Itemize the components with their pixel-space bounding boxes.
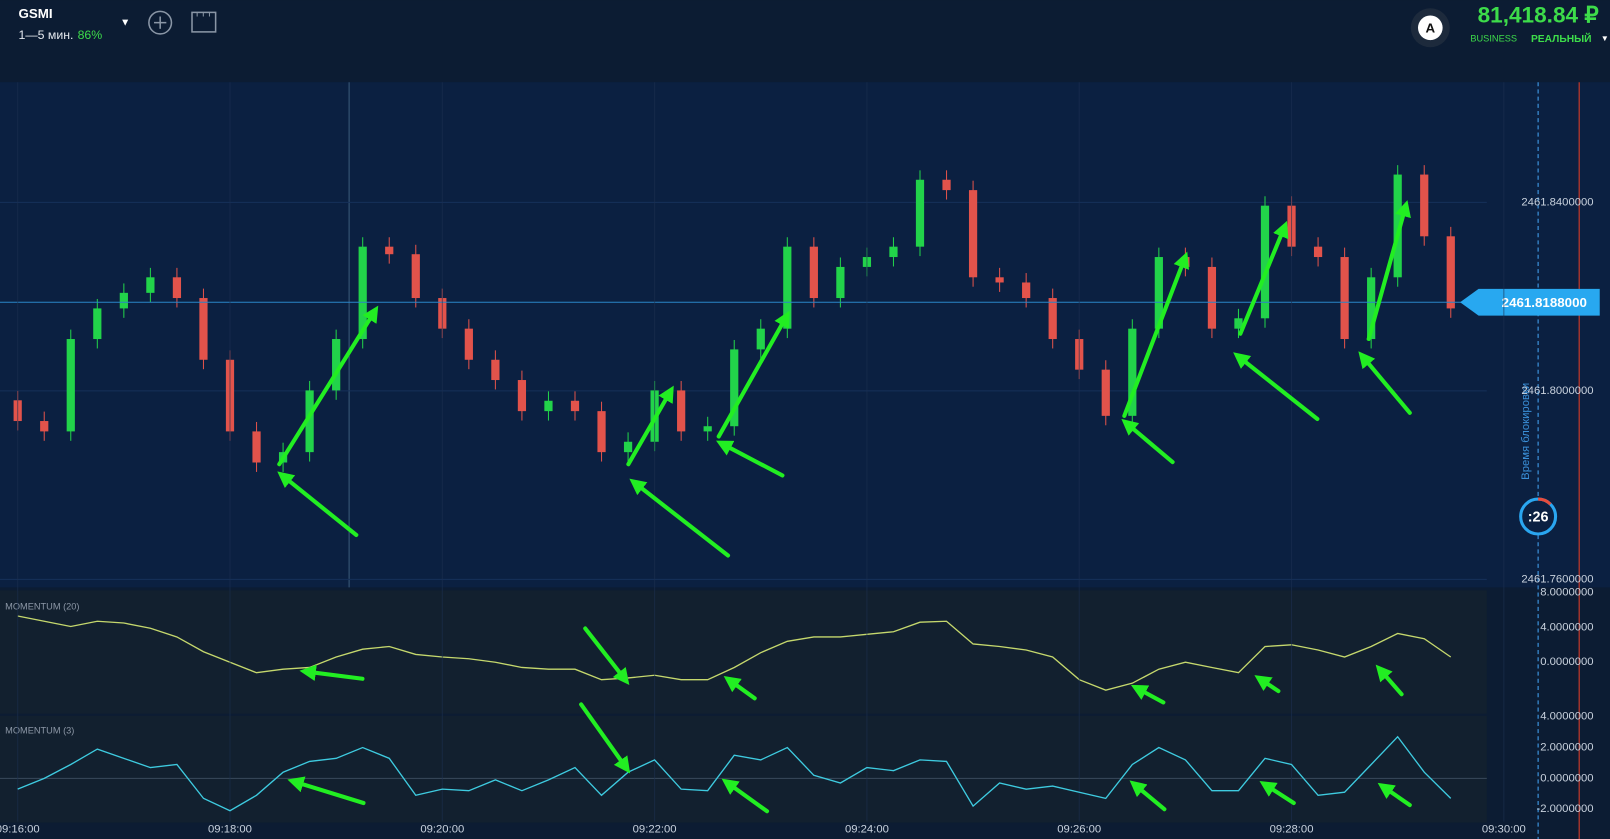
- candle-body: [1234, 318, 1243, 329]
- candle-body: [1420, 174, 1429, 237]
- panel-title: MOMENTUM (3): [5, 726, 74, 736]
- y-tick-label: 4.0000000: [1540, 711, 1593, 723]
- candle-body: [836, 266, 845, 299]
- candle-body: [544, 400, 553, 412]
- y-tick-label: 2.0000000: [1540, 742, 1593, 754]
- candle-body: [40, 421, 49, 432]
- candle-body: [1340, 257, 1349, 340]
- x-tick-label: 09:18:00: [208, 824, 252, 836]
- timer-progress: [1537, 497, 1552, 506]
- candle-body: [93, 308, 102, 340]
- candle-body: [385, 246, 394, 255]
- add-button[interactable]: [148, 10, 173, 35]
- candle-body: [942, 179, 951, 191]
- candle-body: [1128, 328, 1137, 416]
- account-dropdown[interactable]: ▼: [1601, 34, 1609, 43]
- candle-body: [252, 431, 261, 463]
- candle-body: [623, 441, 633, 453]
- candle-body: [517, 380, 527, 412]
- plot: 2461.8400000 2461.8000000 2461.7600000 2461…: [0, 82, 1600, 836]
- x-tick-label: 09:28:00: [1270, 824, 1314, 836]
- asset[interactable]: GSMI: [18, 6, 52, 21]
- candle-body: [597, 411, 606, 453]
- x-tick-label: 09:30:00: [1482, 824, 1526, 836]
- momentum3-panel: [0, 715, 1487, 823]
- y-tick-label: 2461.8000000: [1521, 385, 1593, 397]
- y-tick-label: 0.0000000: [1540, 772, 1593, 784]
- candle-body: [1446, 236, 1455, 309]
- x-tick-label: 09:22:00: [633, 824, 677, 836]
- candle-body: [570, 400, 580, 412]
- candle-body: [703, 426, 712, 432]
- y-tick-label: 4.0000000: [1540, 621, 1593, 633]
- candle-body: [172, 277, 182, 299]
- candle-body: [1207, 266, 1217, 329]
- x-tick-label: 09:26:00: [1057, 824, 1101, 836]
- candle-body: [783, 246, 792, 329]
- y-tick-label: 0.0000000: [1540, 656, 1593, 668]
- candle-body: [146, 277, 155, 293]
- candle-body: [915, 179, 925, 247]
- momentum-line: [17, 615, 1452, 691]
- asset-dropdown[interactable]: ▼: [120, 17, 130, 28]
- candle-body: [1048, 298, 1057, 340]
- candle-body: [119, 292, 128, 309]
- candle-body: [730, 349, 739, 427]
- annotations: [277, 200, 1412, 814]
- avatar[interactable]: A: [1410, 8, 1450, 48]
- avatar-letter: A: [1425, 20, 1435, 35]
- candle-body: [464, 328, 473, 360]
- candle-body: [66, 339, 75, 432]
- candle-body: [809, 246, 818, 299]
- current-price-tag: [1460, 288, 1600, 316]
- panel-title: MOMENTUM (20): [5, 601, 79, 611]
- candle-body: [305, 390, 314, 453]
- candle-body: [995, 277, 1004, 283]
- y-tick-label: 8.0000000: [1540, 586, 1593, 598]
- x-tick-label: 09:24:00: [845, 824, 889, 836]
- candle-body: [1101, 369, 1110, 416]
- balance[interactable]: 81,418.84 ₽: [1478, 2, 1600, 27]
- y-tick-label: 2461.7600000: [1521, 573, 1593, 585]
- candle-body: [491, 359, 500, 381]
- timeframe: 1—5 мин.: [18, 28, 73, 42]
- lock-label: Время блокировки: [1520, 383, 1532, 480]
- candle-body: [1313, 246, 1323, 258]
- candle-body: [199, 298, 208, 360]
- momentum-line: [17, 735, 1452, 812]
- x-tick-label: 09:20:00: [420, 824, 464, 836]
- y-tick-label: -2.0000000: [1536, 803, 1593, 815]
- candle-body: [889, 246, 898, 258]
- payout: 86%: [78, 28, 103, 42]
- x-tick-label: 09:16:00: [0, 824, 40, 836]
- candle-body: [411, 254, 420, 299]
- y-tick-label: 2461.8400000: [1521, 196, 1593, 208]
- momentum20-panel: [0, 590, 1487, 714]
- layout-button[interactable]: [191, 11, 217, 33]
- current-price-label: 2461.8188000: [1502, 295, 1587, 310]
- candle-body: [1367, 277, 1376, 340]
- candle-body: [358, 246, 367, 340]
- candle-body: [756, 328, 765, 350]
- candle-body: [1393, 174, 1402, 278]
- candle-body: [968, 190, 978, 278]
- timer-countdown: :26: [1528, 509, 1549, 525]
- candle-body: [1022, 282, 1031, 299]
- candle-body: [332, 339, 341, 391]
- account-mode[interactable]: РЕАЛЬНЫЙ: [1531, 32, 1592, 45]
- candle-body: [677, 390, 686, 432]
- candle-body: [1154, 257, 1163, 329]
- timeframe-row: 1—5 мин. 86%: [18, 28, 102, 42]
- candle-body: [1260, 205, 1270, 319]
- account-type: BUSINESS: [1470, 34, 1517, 44]
